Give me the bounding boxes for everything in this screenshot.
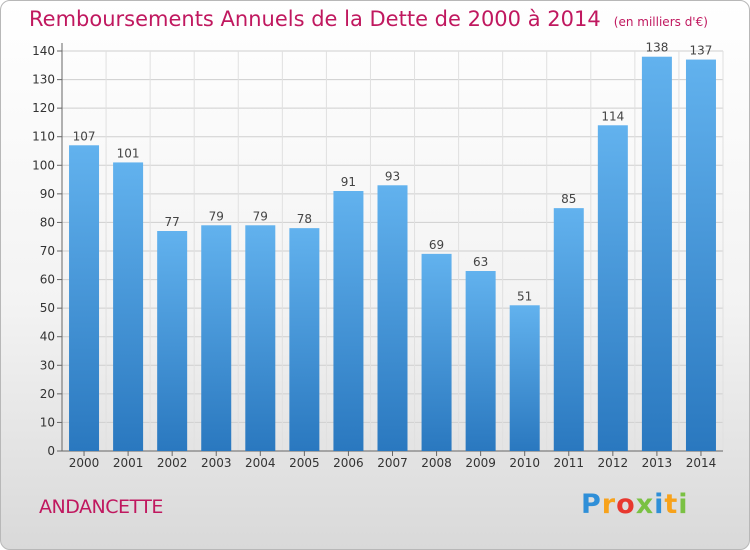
x-tick-label: 2006 xyxy=(333,456,364,470)
logo-letter: i xyxy=(678,489,689,520)
bar-2005 xyxy=(289,228,320,451)
y-tick-label: 30 xyxy=(40,358,55,372)
x-tick-label: 2013 xyxy=(642,456,673,470)
commune-name: ANDANCETTE xyxy=(39,496,163,518)
x-tick-label: 2009 xyxy=(465,456,496,470)
logo-letter: P xyxy=(581,489,602,520)
data-label: 79 xyxy=(209,209,224,223)
bar-2006 xyxy=(333,191,364,451)
data-label: 69 xyxy=(429,238,444,252)
chart-title-unit: (en milliers d'€) xyxy=(613,15,708,29)
bar-2001 xyxy=(113,162,144,451)
data-label: 101 xyxy=(117,146,140,160)
bar-2002 xyxy=(157,231,188,451)
y-tick-label: 10 xyxy=(40,415,55,429)
y-tick-label: 60 xyxy=(40,273,55,287)
proxiti-logo: Proxiti xyxy=(581,489,689,520)
x-tick-label: 2002 xyxy=(157,456,188,470)
data-label: 91 xyxy=(341,175,356,189)
y-tick-label: 80 xyxy=(40,215,55,229)
bar-2012 xyxy=(597,125,628,452)
x-tick-label: 2005 xyxy=(289,456,320,470)
data-label: 85 xyxy=(561,192,576,206)
data-label: 63 xyxy=(473,255,488,269)
y-tick-label: 120 xyxy=(32,101,55,115)
x-tick-label: 2001 xyxy=(113,456,144,470)
data-label: 77 xyxy=(165,215,180,229)
logo-letter: o xyxy=(616,489,636,520)
x-tick-label: 2003 xyxy=(201,456,232,470)
data-label: 79 xyxy=(253,209,268,223)
bar-2014 xyxy=(685,59,716,451)
data-label: 78 xyxy=(297,212,312,226)
bar-2010 xyxy=(509,305,540,451)
axes: 0 10 20 30 40 50 60 70 80 90 100 110 120 130 140 2000 20… xyxy=(32,43,723,470)
x-tick-label: 2007 xyxy=(377,456,408,470)
bar-2004 xyxy=(245,225,276,451)
y-tick-label: 20 xyxy=(40,387,55,401)
x-tick-label: 2004 xyxy=(245,456,276,470)
y-tick-label: 130 xyxy=(32,73,55,87)
y-tick-label: 0 xyxy=(47,444,55,458)
bar-2011 xyxy=(553,208,584,451)
y-tick-label: 90 xyxy=(40,187,55,201)
bars xyxy=(69,56,716,452)
bar-2013 xyxy=(641,56,672,451)
y-tick-label: 100 xyxy=(32,158,55,172)
bar-2009 xyxy=(465,271,496,451)
logo-letter: i xyxy=(654,489,665,520)
data-label: 137 xyxy=(690,44,713,58)
bar-2008 xyxy=(421,253,452,451)
data-label: 138 xyxy=(645,41,668,55)
logo-letter: x xyxy=(635,489,655,520)
x-tick-label: 2014 xyxy=(686,456,717,470)
x-tick-label: 2010 xyxy=(509,456,540,470)
data-label: 107 xyxy=(73,129,96,143)
logo-letter: t xyxy=(664,489,679,520)
y-tick-label: 70 xyxy=(40,244,55,258)
y-tick-label: 140 xyxy=(32,44,55,58)
y-tick-label: 110 xyxy=(32,130,55,144)
chart-title: Remboursements Annuels de la Dette de 20… xyxy=(29,7,708,31)
y-tick-label: 50 xyxy=(40,301,55,315)
data-label: 114 xyxy=(601,109,624,123)
x-tick-label: 2011 xyxy=(553,456,584,470)
data-label: 51 xyxy=(517,289,532,303)
x-tick-label: 2012 xyxy=(598,456,629,470)
logo-letter: r xyxy=(601,489,617,520)
x-tick-label: 2008 xyxy=(421,456,452,470)
chart-title-main: Remboursements Annuels de la Dette de 20… xyxy=(29,7,601,31)
bar-2000 xyxy=(69,145,100,452)
y-tick-label: 40 xyxy=(40,330,55,344)
data-label: 93 xyxy=(385,169,400,183)
data-labels: 107 101 77 79 79 78 91 93 69 63 51 85 114 138 137 xyxy=(73,41,713,304)
x-tick-label: 2000 xyxy=(69,456,100,470)
bar-2007 xyxy=(377,185,408,452)
bar-2003 xyxy=(201,225,232,451)
